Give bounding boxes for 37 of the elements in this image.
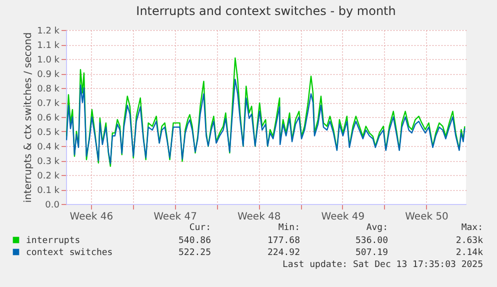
y-tick-label: 0.3 k — [37, 157, 60, 167]
text: 177.68 — [267, 236, 300, 246]
y-tick-label: 0.7 k — [37, 99, 60, 109]
legend-label: context switches — [26, 248, 113, 258]
y-axis-title: interrupts & ctx switches / second — [23, 32, 34, 203]
x-tick-label: Week 47 — [154, 212, 197, 222]
text: Last update: Sat Dec 13 17:35:03 2025 — [282, 260, 483, 270]
text: 540.86 — [178, 236, 211, 246]
text: Avg: — [366, 223, 388, 233]
y-tick-label: 1.0 k — [37, 56, 60, 66]
y-tick-label: 0.4 k — [37, 142, 60, 152]
y-tick-label: 0.6 k — [37, 114, 60, 124]
legend-label: interrupts — [26, 236, 80, 246]
x-tick-label: Week 48 — [237, 212, 281, 222]
y-tick-label: 0.8 k — [37, 84, 60, 94]
y-tick-label: 0.9 k — [37, 70, 60, 80]
y-tick-label: 0.1 k — [37, 186, 60, 196]
line-series — [66, 78, 466, 164]
chart-title: Interrupts and context switches - by month — [136, 4, 396, 18]
x-tick-label: Week 49 — [321, 212, 365, 222]
text: 2.14k — [456, 248, 484, 258]
x-tick-label: Week 50 — [405, 212, 448, 222]
y-tick-label: 1.2 k — [37, 26, 60, 36]
y-tick-label: 0.5 k — [37, 128, 60, 138]
text: 2.63k — [456, 236, 484, 246]
y-tick-label: 0.2 k — [37, 172, 60, 182]
y-tick-label: 1.1 k — [37, 41, 60, 51]
x-tick-label: Week 46 — [70, 212, 114, 222]
text: Max: — [461, 223, 483, 233]
text: 224.92 — [267, 248, 300, 258]
y-tick-label: 0.0 — [45, 200, 60, 210]
line-series — [66, 57, 466, 167]
text: 522.25 — [178, 248, 211, 258]
text: Cur: — [189, 223, 211, 233]
text: Min: — [278, 223, 300, 233]
text: 507.19 — [355, 248, 388, 258]
text: 536.00 — [355, 236, 388, 246]
